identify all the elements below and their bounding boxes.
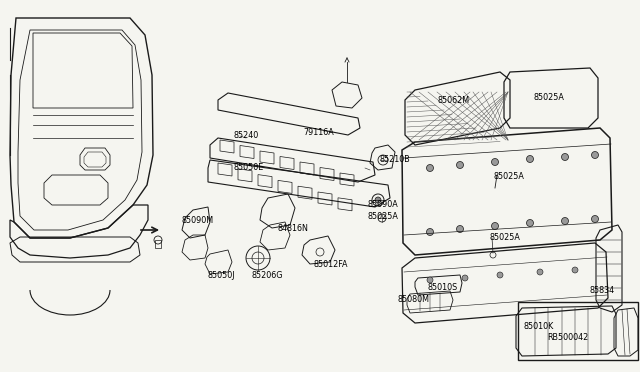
Text: 85012FA: 85012FA [313,260,348,269]
Circle shape [375,197,381,203]
Text: 85062M: 85062M [438,96,470,105]
Text: RB500042: RB500042 [547,333,588,342]
Text: 85210B: 85210B [380,155,411,164]
Text: 85025A: 85025A [494,172,525,181]
Circle shape [492,158,499,166]
Circle shape [561,154,568,160]
Circle shape [427,277,433,283]
Circle shape [527,219,534,227]
Circle shape [456,225,463,232]
Text: 79116A: 79116A [303,128,333,137]
Circle shape [591,151,598,158]
Text: 85090A: 85090A [368,200,399,209]
Text: 85025A: 85025A [533,93,564,102]
Text: 84816N: 84816N [278,224,309,233]
Text: 85025A: 85025A [368,212,399,221]
Circle shape [561,218,568,224]
Circle shape [456,161,463,169]
Circle shape [537,269,543,275]
Circle shape [572,267,578,273]
Circle shape [497,272,503,278]
Text: 85050E: 85050E [234,163,264,172]
Text: 85240: 85240 [233,131,259,140]
Circle shape [426,228,433,235]
Text: 85050J: 85050J [208,271,236,280]
Text: 85010S: 85010S [427,283,457,292]
Circle shape [462,275,468,281]
Text: 85080M: 85080M [397,295,429,304]
Text: 85010K: 85010K [524,322,554,331]
Text: 85090M: 85090M [181,216,213,225]
Text: 85206G: 85206G [251,271,282,280]
Text: 85834: 85834 [590,286,615,295]
Circle shape [426,164,433,171]
Text: 85025A: 85025A [490,233,521,242]
Circle shape [527,155,534,163]
Circle shape [591,215,598,222]
Circle shape [492,222,499,230]
